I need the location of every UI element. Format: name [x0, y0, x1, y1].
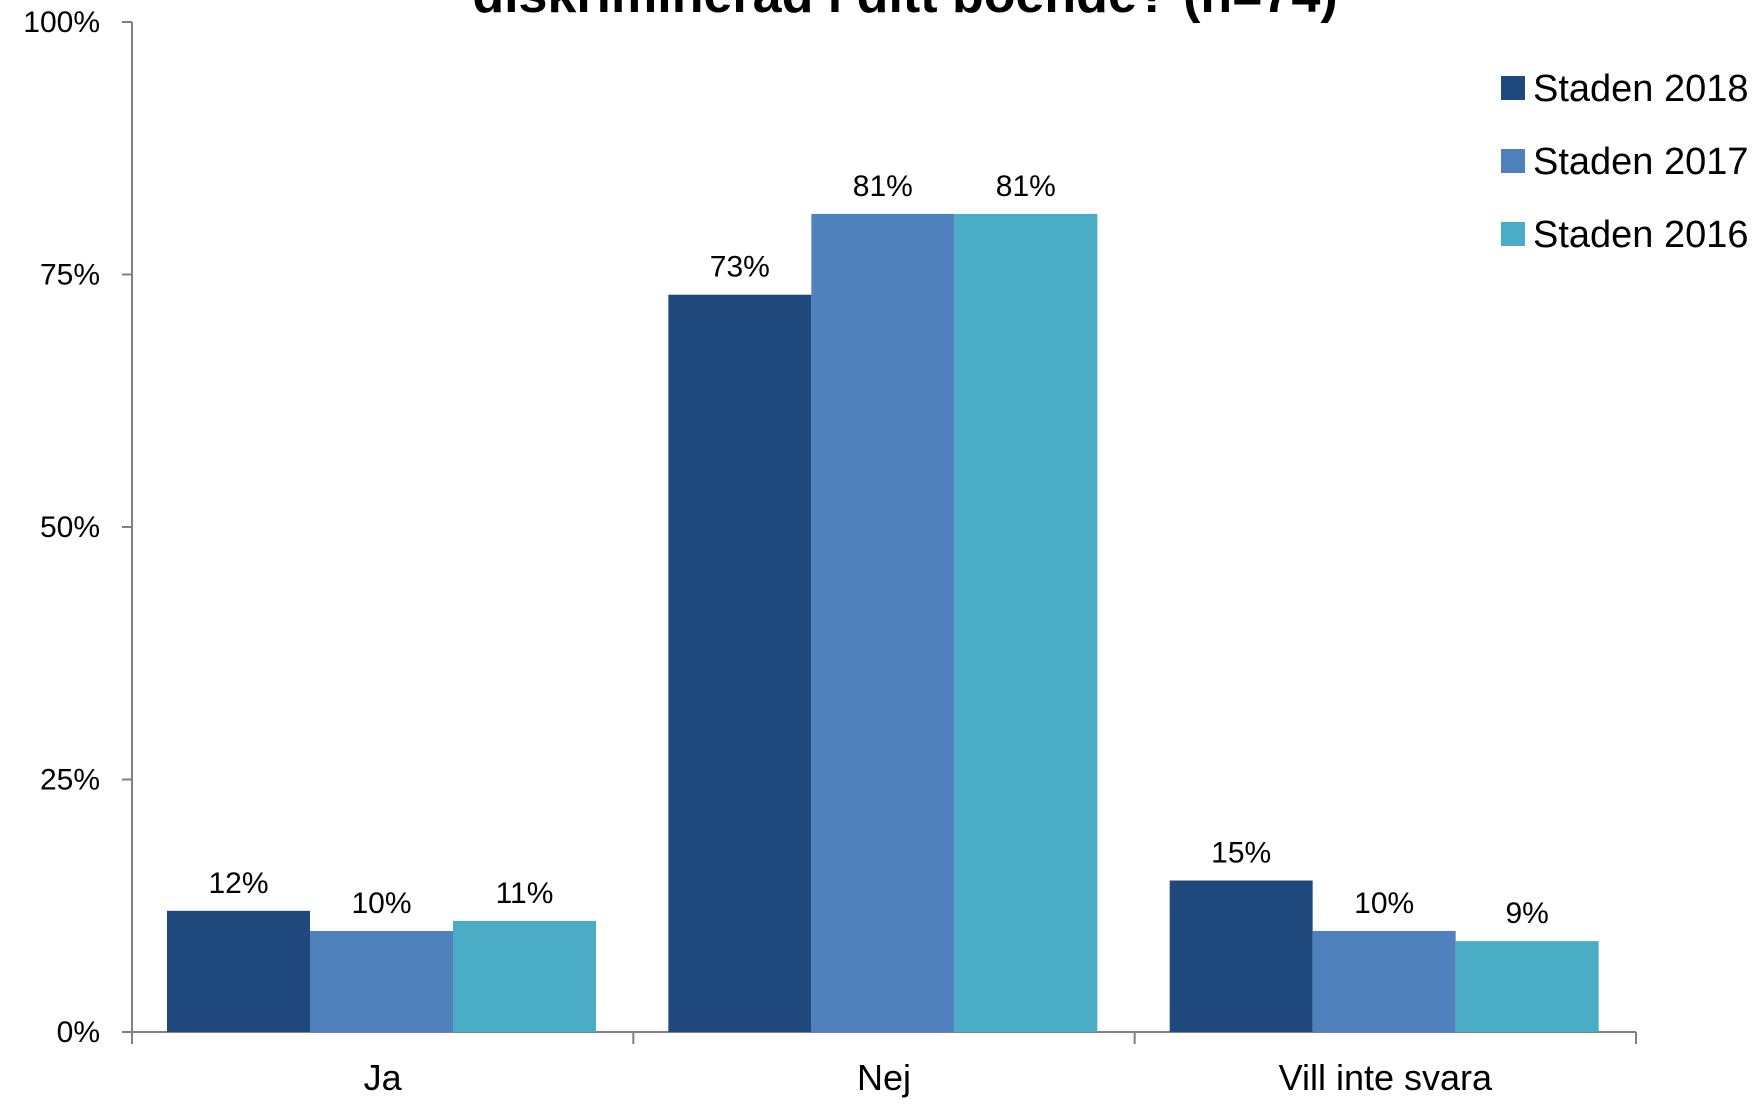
bar: [1455, 941, 1599, 1032]
bar: [453, 920, 596, 1032]
bar: [954, 213, 1098, 1032]
data-label: 15%: [1211, 837, 1271, 870]
legend-swatch: [1501, 222, 1525, 246]
bar: [310, 931, 453, 1032]
x-category-label: Nej: [857, 1057, 911, 1098]
chart-title: diskriminerad i ditt boende? (n=74): [472, 0, 1337, 24]
data-label: 11%: [496, 877, 554, 910]
y-tick-label: 75%: [40, 259, 100, 292]
y-tick-label: 100%: [23, 6, 100, 39]
y-tick-label: 25%: [40, 764, 100, 797]
data-label: 10%: [351, 887, 411, 920]
bar: [167, 910, 310, 1032]
data-label: 9%: [1505, 897, 1548, 930]
bar: [1169, 880, 1313, 1032]
x-category-label: Vill inte svara: [1279, 1057, 1493, 1098]
legend-swatch: [1501, 149, 1525, 173]
legend-label: Staden 2017: [1533, 141, 1749, 183]
x-category-label: Ja: [364, 1057, 403, 1098]
bar: [668, 294, 812, 1032]
data-label: 10%: [1354, 887, 1414, 920]
legend-label: Staden 2016: [1533, 214, 1749, 256]
y-tick-label: 0%: [57, 1016, 100, 1049]
bar: [1312, 931, 1456, 1032]
y-tick-label: 50%: [40, 511, 100, 544]
legend-swatch: [1501, 76, 1525, 100]
data-label: 73%: [710, 251, 770, 284]
data-label: 12%: [208, 867, 268, 900]
data-label: 81%: [996, 170, 1056, 203]
bar: [811, 213, 955, 1032]
data-label: 81%: [853, 170, 913, 203]
legend-label: Staden 2018: [1533, 68, 1749, 110]
